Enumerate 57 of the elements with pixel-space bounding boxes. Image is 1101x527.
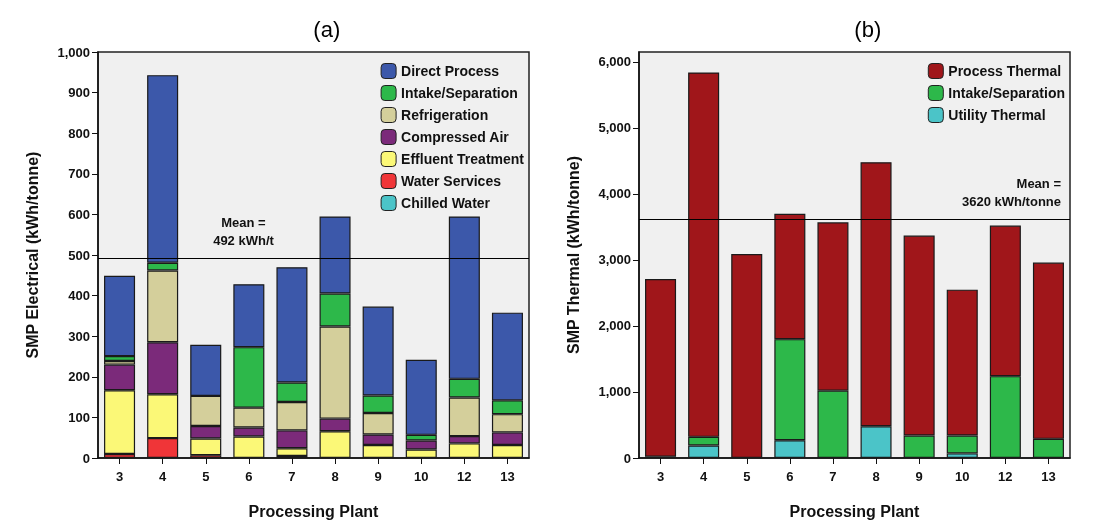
y-tick-label: 0	[623, 450, 631, 466]
x-tick-label: 4	[159, 469, 168, 484]
x-tick-label: 8	[331, 469, 339, 484]
y-tick-label: 400	[68, 288, 90, 304]
y-tick-label: 2,000	[598, 318, 631, 334]
y-tick-label: 1,000	[598, 384, 631, 400]
legend-label: Direct Process	[401, 63, 500, 79]
y-tick-label: 500	[68, 247, 90, 263]
ref-line-label: Mean = 3620 kWh/tonne	[962, 175, 1062, 209]
x-tick-label: 10	[414, 469, 429, 484]
chart-title: (a)	[313, 16, 341, 42]
legend-label: Chilled Water	[401, 195, 491, 211]
x-tick-label: 6	[786, 469, 794, 484]
x-tick-label: 7	[288, 469, 296, 484]
y-tick-label: 300	[68, 328, 90, 344]
x-tick-label: 4	[700, 469, 709, 484]
chart-title: (b)	[854, 16, 882, 42]
x-tick-label: 13	[1041, 469, 1056, 484]
y-tick-label: 4,000	[598, 186, 631, 202]
x-tick-label: 5	[202, 469, 210, 484]
x-tick-label: 3	[656, 469, 665, 484]
x-tick-label: 8	[872, 469, 880, 484]
x-tick-label: 7	[829, 469, 837, 484]
y-axis-title: SMP Electrical (kWh/tonne)	[23, 151, 41, 359]
legend-label: Refrigeration	[401, 107, 489, 123]
x-axis-title: Processing Plant	[248, 502, 380, 520]
x-tick-label: 12	[457, 469, 472, 484]
x-tick-label: 9	[915, 469, 923, 484]
y-tick-label: 200	[68, 369, 90, 385]
y-tick-label: 6,000	[598, 54, 631, 70]
legend-label: Compressed Air	[401, 129, 510, 145]
y-tick-label: 1,000	[57, 44, 90, 60]
x-axis-title: Processing Plant	[789, 502, 921, 520]
y-tick-label: 100	[68, 409, 90, 425]
x-tick-label: 12	[998, 469, 1013, 484]
x-tick-label: 13	[500, 469, 515, 484]
y-tick-label: 600	[68, 206, 90, 222]
legend-label: Intake/Separation	[401, 85, 518, 101]
y-axis-title: SMP Thermal (kWh/tonne)	[564, 156, 582, 354]
legend-label: Process Thermal	[948, 63, 1062, 79]
legend-label: Water Services	[401, 173, 502, 189]
legend-label: Intake/Separation	[948, 85, 1065, 101]
y-tick-label: 700	[68, 166, 90, 182]
x-tick-label: 5	[743, 469, 751, 484]
ref-line-label: Mean = 492 kWh/t	[213, 214, 275, 248]
x-tick-label: 10	[955, 469, 970, 484]
y-tick-label: 3,000	[598, 252, 631, 268]
legend-label: Utility Thermal	[948, 107, 1046, 123]
y-tick-label: 0	[82, 450, 90, 466]
x-tick-label: 3	[115, 469, 124, 484]
y-tick-label: 900	[68, 85, 90, 101]
y-tick-label: 5,000	[598, 120, 631, 136]
legend-label: Effluent Treatment	[401, 151, 525, 167]
x-tick-label: 9	[374, 469, 382, 484]
bar	[104, 275, 136, 357]
y-tick-label: 800	[68, 125, 90, 141]
x-tick-label: 6	[245, 469, 253, 484]
